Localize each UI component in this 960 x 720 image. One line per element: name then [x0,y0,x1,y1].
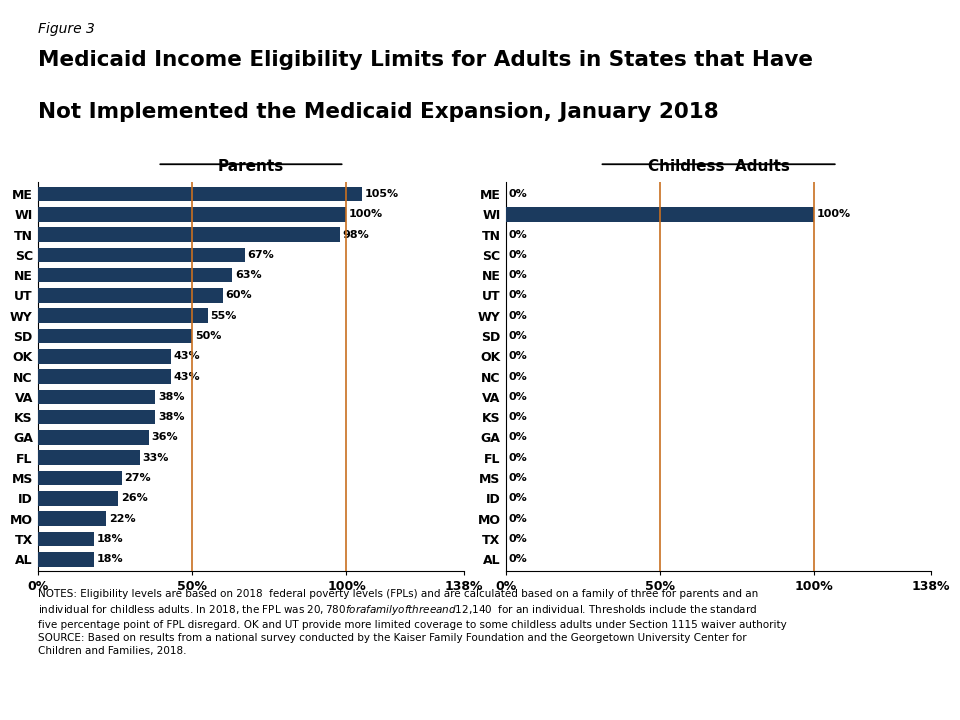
Bar [38,248,245,262]
Text: 0%: 0% [509,311,527,320]
Text: 100%: 100% [817,210,851,220]
Text: 18%: 18% [96,554,123,564]
Bar [38,552,94,567]
Bar [38,329,192,343]
Bar [38,511,107,526]
Text: 43%: 43% [174,372,200,382]
Text: 50%: 50% [195,331,221,341]
Text: 38%: 38% [158,412,184,422]
Text: 0%: 0% [509,554,527,564]
Text: Medicaid Income Eligibility Limits for Adults in States that Have: Medicaid Income Eligibility Limits for A… [38,50,813,70]
Text: 0%: 0% [509,331,527,341]
Bar [38,471,122,485]
Text: 0%: 0% [509,493,527,503]
Text: 0%: 0% [509,412,527,422]
Bar [506,207,814,222]
Text: 67%: 67% [248,250,274,260]
Text: 63%: 63% [235,270,261,280]
Text: 36%: 36% [152,433,179,443]
Text: KAISER: KAISER [808,644,876,662]
Text: 0%: 0% [509,392,527,402]
Bar [38,228,340,242]
Text: 18%: 18% [96,534,123,544]
Text: 27%: 27% [124,473,151,483]
Text: THE HENRY J.: THE HENRY J. [816,629,869,638]
Title: Parents: Parents [218,158,284,174]
Bar [38,369,171,384]
Text: 0%: 0% [509,270,527,280]
Bar [38,207,347,222]
Text: 0%: 0% [509,513,527,523]
Text: 38%: 38% [158,392,184,402]
Text: 0%: 0% [509,433,527,443]
Title: Childless  Adults: Childless Adults [648,158,789,174]
Text: 0%: 0% [509,534,527,544]
Text: 0%: 0% [509,473,527,483]
Bar [38,268,232,282]
Text: Figure 3: Figure 3 [38,22,95,35]
Text: NOTES: Eligibility levels are based on 2018  federal poverty levels (FPLs) and a: NOTES: Eligibility levels are based on 2… [38,589,787,657]
Text: 0%: 0% [509,351,527,361]
Text: 55%: 55% [210,311,237,320]
Text: 33%: 33% [142,453,169,463]
Bar [38,186,362,202]
Text: 98%: 98% [343,230,370,240]
Text: 0%: 0% [509,189,527,199]
Text: Not Implemented the Medicaid Expansion, January 2018: Not Implemented the Medicaid Expansion, … [38,102,719,122]
Text: 0%: 0% [509,372,527,382]
Text: 105%: 105% [365,189,398,199]
Text: 0%: 0% [509,250,527,260]
Bar [38,288,224,302]
Text: 0%: 0% [509,230,527,240]
Text: 0%: 0% [509,453,527,463]
Bar [38,491,118,505]
Bar [38,308,208,323]
Bar [38,430,150,445]
Bar [38,410,156,425]
Bar [38,531,94,546]
Bar [38,451,140,465]
Text: 22%: 22% [108,513,135,523]
Text: 100%: 100% [348,210,383,220]
Text: 26%: 26% [121,493,148,503]
Bar [38,349,171,364]
Text: 43%: 43% [174,351,200,361]
Text: FOUNDATION: FOUNDATION [813,687,872,696]
Text: 0%: 0% [509,290,527,300]
Text: 60%: 60% [226,290,252,300]
Text: FAMILY: FAMILY [810,664,875,682]
Bar [38,390,156,404]
